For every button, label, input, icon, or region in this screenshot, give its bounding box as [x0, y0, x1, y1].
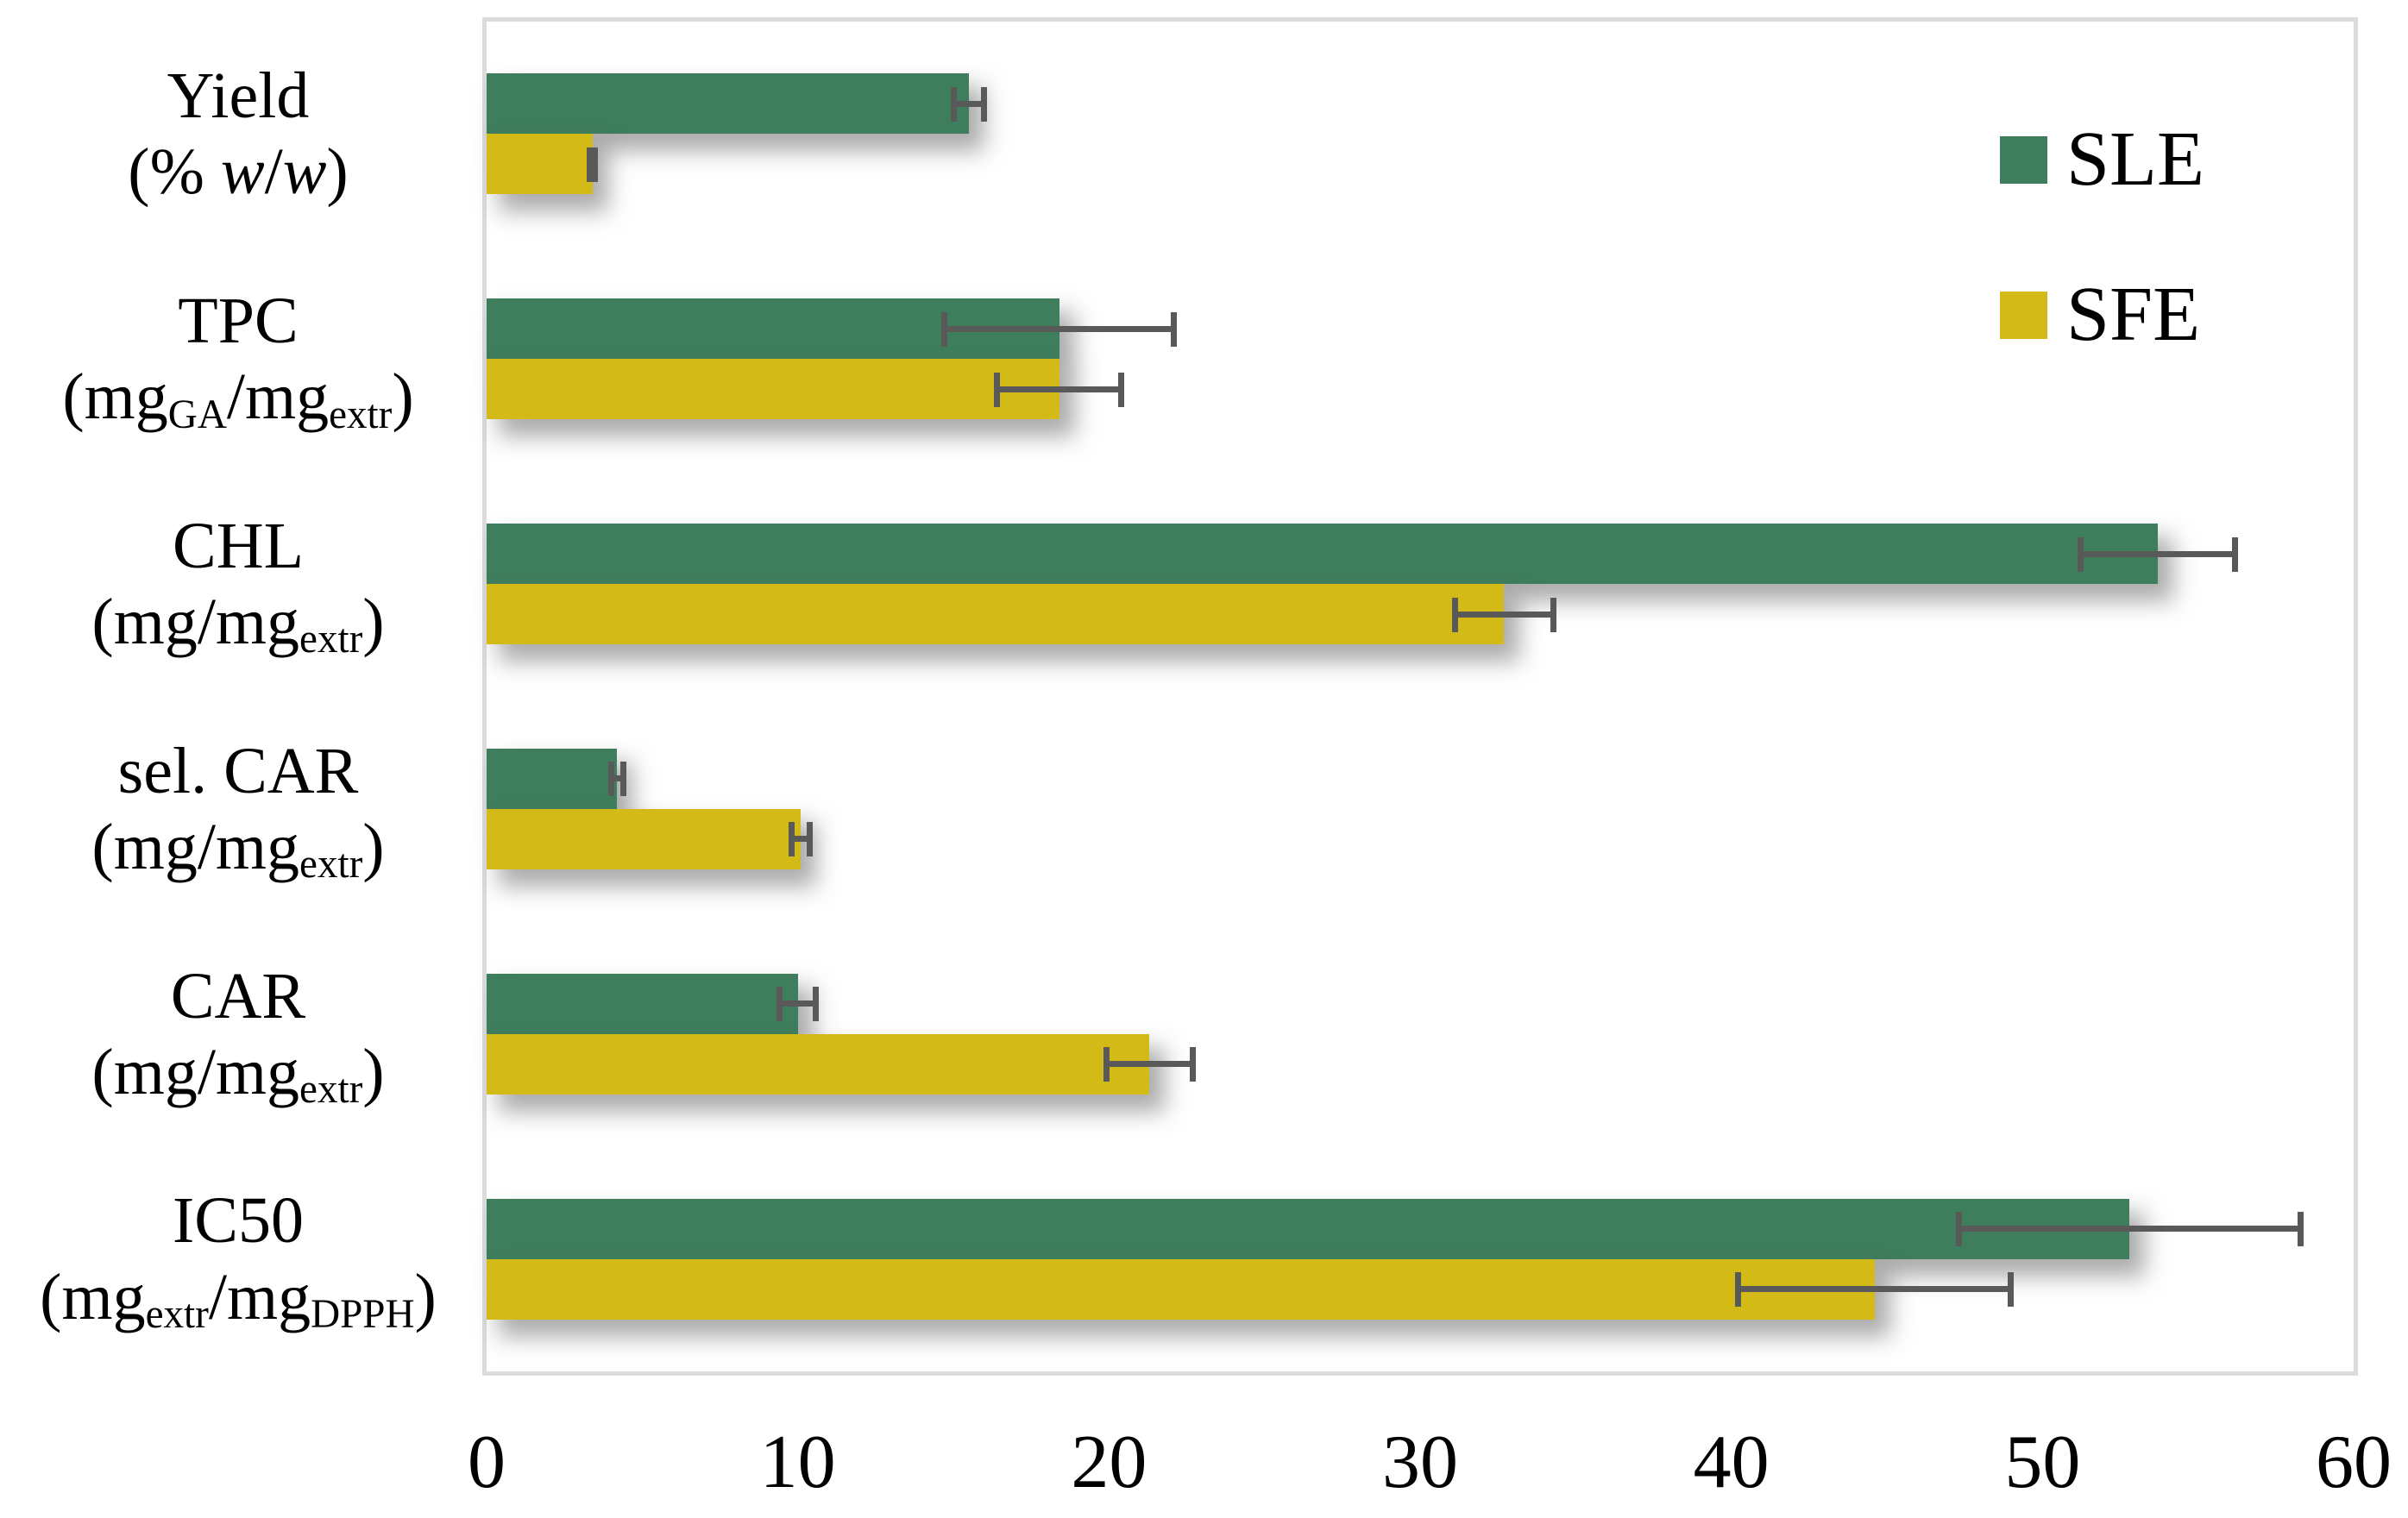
bar-car-sle: [487, 973, 798, 1034]
error-cap-left: [941, 311, 948, 347]
bar-ic50-sle: [487, 1198, 2130, 1259]
error-cap-right: [1550, 597, 1557, 632]
legend-item-sle: SLE: [2000, 121, 2204, 198]
bar-yield-sfe: [487, 134, 593, 195]
error-cap-left: [789, 822, 795, 857]
error-bar-yield-sfe: [587, 147, 599, 182]
category-label-line2: (% w/w): [128, 135, 349, 209]
bar-chl-sle: [487, 524, 2158, 585]
category-label-ic50: IC50 (mgextr/mgDPPH): [0, 1146, 476, 1371]
category-label-line1: IC50: [173, 1184, 304, 1258]
legend-label-sle: SLE: [2066, 116, 2205, 202]
error-cap-left: [994, 372, 1001, 407]
category-label-line1: CAR: [170, 959, 306, 1032]
category-label-line2: (mg/mgextr): [91, 1035, 385, 1113]
error-cap-right: [807, 822, 814, 857]
error-bar-ic50-sfe: [1734, 1272, 2015, 1308]
x-tick-40: 40: [1693, 1421, 1770, 1504]
legend-swatch-sfe-icon: [2000, 291, 2047, 339]
error-cap-left: [2077, 536, 2084, 572]
error-cap-right: [981, 86, 988, 122]
bar-yield-sle: [487, 73, 970, 135]
bar-sel-car-sle: [487, 748, 618, 809]
error-cap-right: [1117, 372, 1124, 407]
error-cap-right: [813, 987, 820, 1022]
x-tick-60: 60: [2316, 1421, 2392, 1504]
bar-chl-sfe: [487, 584, 1505, 645]
error-cap-right: [2231, 536, 2238, 572]
error-cap-left: [1734, 1272, 1741, 1308]
x-tick-20: 20: [1071, 1421, 1147, 1504]
category-label-car: CAR (mg/mgextr): [0, 921, 476, 1146]
error-cap-left: [1451, 597, 1458, 632]
error-bar-car-sfe: [1103, 1047, 1196, 1082]
error-cap-left: [1955, 1212, 1962, 1247]
error-cap-right: [2008, 1272, 2015, 1308]
x-tick-10: 10: [759, 1421, 836, 1504]
category-label-line1: sel. CAR: [117, 734, 359, 807]
error-bar-sel-car-sle: [608, 762, 626, 797]
error-cap-left: [587, 147, 594, 182]
error-bar-ic50-sle: [1955, 1212, 2304, 1247]
error-cap-left: [1103, 1047, 1110, 1082]
bar-ic50-sfe: [487, 1258, 1875, 1320]
error-cap-right: [619, 762, 626, 797]
category-label-yield: Yield (% w/w): [0, 22, 476, 247]
category-label-line2: (mgGA/mgextr): [62, 361, 414, 437]
error-cap-right: [592, 147, 599, 182]
category-label-chl: CHL (mg/mgextr): [0, 472, 476, 697]
error-bar-yield-sle: [951, 86, 988, 122]
error-cap-right: [1171, 311, 1178, 347]
category-label-tpc: TPC (mgGA/mgextr): [0, 247, 476, 472]
category-label-line2: (mg/mgextr): [91, 810, 385, 888]
error-cap-left: [608, 762, 615, 797]
x-tick-50: 50: [2004, 1421, 2081, 1504]
legend-swatch-sle-icon: [2000, 135, 2047, 184]
plot-area: [482, 17, 2358, 1376]
error-bar-tpc-sle: [941, 311, 1178, 347]
error-bar-chl-sfe: [1451, 597, 1557, 632]
category-label-line2: (mgextr/mgDPPH): [40, 1260, 437, 1337]
category-label-line2: (mg/mgextr): [91, 586, 385, 662]
legend-item-sfe: SFE: [2000, 276, 2200, 354]
x-tick-30: 30: [1382, 1421, 1458, 1504]
x-tick-0: 0: [468, 1421, 506, 1504]
error-cap-right: [2297, 1212, 2304, 1247]
legend-label-sfe: SFE: [2066, 272, 2201, 357]
category-label-sel-car: sel. CAR (mg/mgextr): [0, 697, 476, 922]
error-bar-car-sle: [776, 987, 820, 1022]
error-bar-chl-sle: [2077, 536, 2238, 572]
category-label-line1: Yield: [167, 60, 310, 133]
category-label-line1: CHL: [173, 509, 304, 582]
error-bar-tpc-sfe: [994, 372, 1124, 407]
bar-tpc-sfe: [487, 359, 1059, 420]
bar-car-sfe: [487, 1033, 1150, 1095]
error-cap-left: [776, 987, 783, 1022]
error-bar-sel-car-sfe: [789, 822, 814, 857]
bar-sel-car-sfe: [487, 808, 802, 869]
error-cap-left: [951, 86, 957, 122]
error-cap-right: [1189, 1047, 1196, 1082]
category-label-line1: TPC: [178, 285, 299, 358]
